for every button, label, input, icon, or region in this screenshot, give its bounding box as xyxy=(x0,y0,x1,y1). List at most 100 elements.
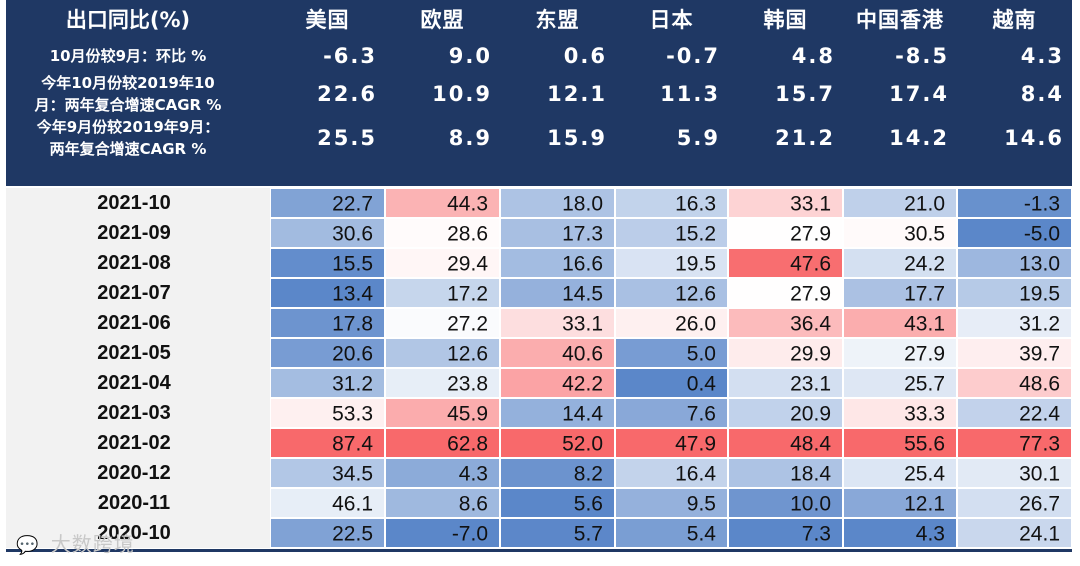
cell-value: 26.0 xyxy=(675,313,716,336)
cell-value: 39.7 xyxy=(1019,343,1060,366)
heat-cell xyxy=(386,489,499,517)
heat-cell xyxy=(844,189,956,217)
column-header: 美国 xyxy=(306,8,350,32)
cell-value: 9.5 xyxy=(687,493,716,516)
cell-value: 27.9 xyxy=(790,223,831,246)
heat-cell xyxy=(844,489,956,517)
summary-value: 8.9 xyxy=(449,126,492,150)
row-label-background xyxy=(6,188,270,548)
cell-value: 31.2 xyxy=(1019,313,1060,336)
cell-value: 48.4 xyxy=(790,433,831,456)
summary-value: 14.6 xyxy=(1004,126,1064,150)
cell-value: 20.6 xyxy=(332,343,373,366)
summary-row-label: 今年9月份较2019年9月： xyxy=(36,118,220,136)
cell-value: 29.9 xyxy=(790,343,831,366)
cell-value: 43.1 xyxy=(904,313,945,336)
heat-cell xyxy=(501,429,614,457)
row-label: 2020-10 xyxy=(97,522,170,544)
row-label: 2021-08 xyxy=(97,252,170,274)
heat-cell xyxy=(501,309,614,337)
heat-cell xyxy=(271,369,384,397)
heat-cell xyxy=(729,339,842,367)
heat-cell xyxy=(386,429,499,457)
cell-value: 42.2 xyxy=(562,373,603,396)
heat-cell xyxy=(616,249,727,277)
heat-cell xyxy=(271,279,384,307)
heat-cell xyxy=(616,369,727,397)
cell-value: 29.4 xyxy=(447,253,488,276)
heat-cell xyxy=(386,219,499,247)
cell-value: 47.9 xyxy=(675,433,716,456)
cell-value: 45.9 xyxy=(447,403,488,426)
cell-value: 12.6 xyxy=(675,283,716,306)
row-label: 2021-04 xyxy=(97,372,171,394)
heat-cell xyxy=(844,369,956,397)
summary-value: 4.8 xyxy=(792,44,835,68)
heat-cell xyxy=(729,249,842,277)
watermark: 💬 大数跨境 xyxy=(16,528,135,557)
row-label: 2021-05 xyxy=(97,342,170,364)
column-header: 韩国 xyxy=(764,8,808,32)
cell-value: 16.3 xyxy=(675,193,716,216)
cell-value: 22.7 xyxy=(332,193,373,216)
cell-value: 4.3 xyxy=(459,463,488,486)
cell-value: 25.4 xyxy=(904,463,945,486)
heat-cell xyxy=(616,339,727,367)
heat-cell xyxy=(844,519,956,547)
heat-cell xyxy=(386,369,499,397)
cell-value: 5.4 xyxy=(687,523,717,546)
heat-cell xyxy=(501,489,614,517)
cell-value: 7.3 xyxy=(802,523,831,546)
heat-cell xyxy=(958,249,1071,277)
cell-value: 27.9 xyxy=(790,283,831,306)
heat-cell xyxy=(271,429,384,457)
export-heatmap-table: 出口同比(%) 美国 欧盟 东盟 日本 韩国 中国香港 越南 10月份较9月：环比 % -6.3 9… xyxy=(6,0,1074,566)
cell-value: 19.5 xyxy=(1019,283,1060,306)
heat-cell xyxy=(501,339,614,367)
heat-cell xyxy=(958,219,1071,247)
heat-cell xyxy=(844,429,956,457)
heat-cell xyxy=(844,219,956,247)
cell-value: 17.8 xyxy=(332,313,373,336)
cell-value: 12.6 xyxy=(447,343,488,366)
heat-cell xyxy=(729,189,842,217)
heat-cell xyxy=(958,339,1071,367)
row-label: 2021-02 xyxy=(97,432,170,454)
heat-cell xyxy=(729,459,842,487)
heat-cell xyxy=(958,369,1071,397)
summary-value: 11.3 xyxy=(660,82,720,106)
cell-value: 17.7 xyxy=(904,283,945,306)
summary-value: 12.1 xyxy=(547,82,607,106)
cell-value: 33.3 xyxy=(904,403,945,426)
header-title: 出口同比(%) xyxy=(66,8,190,32)
column-header: 东盟 xyxy=(536,8,580,32)
cell-value: 5.7 xyxy=(574,523,603,546)
heat-cell xyxy=(616,219,727,247)
heat-cell xyxy=(616,309,727,337)
summary-value: -0.7 xyxy=(666,44,720,68)
heat-cell xyxy=(616,189,727,217)
heat-cell xyxy=(386,189,499,217)
heat-cell xyxy=(844,309,956,337)
column-header: 欧盟 xyxy=(421,8,465,32)
chat-bubble-icon: 💬 xyxy=(16,535,40,556)
heat-cell xyxy=(386,519,499,547)
column-header: 中国香港 xyxy=(856,8,944,32)
cell-value: 14.5 xyxy=(562,283,603,306)
cell-value: 0.4 xyxy=(687,373,717,396)
summary-value: 15.7 xyxy=(775,82,835,106)
cell-value: 24.1 xyxy=(1019,523,1060,546)
heat-cell xyxy=(958,459,1071,487)
cell-value: 55.6 xyxy=(904,433,945,456)
cell-value: 18.4 xyxy=(790,463,831,486)
summary-value: 4.3 xyxy=(1021,44,1064,68)
heatmap-svg: 出口同比(%) 美国 欧盟 东盟 日本 韩国 中国香港 越南 10月份较9月：环比 % -6.3 9… xyxy=(6,0,1072,552)
cell-value: -7.0 xyxy=(452,523,488,546)
cell-value: 13.0 xyxy=(1019,253,1060,276)
heat-cell xyxy=(271,399,384,427)
heat-cell xyxy=(616,489,727,517)
cell-value: 28.6 xyxy=(447,223,488,246)
heat-cell xyxy=(729,519,842,547)
heat-cell xyxy=(729,219,842,247)
cell-value: 27.9 xyxy=(904,343,945,366)
